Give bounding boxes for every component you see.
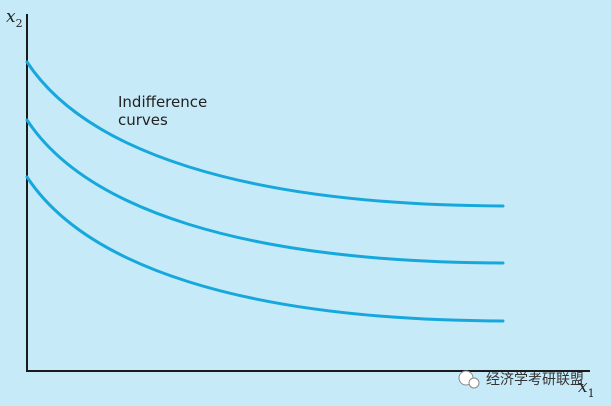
watermark-text: 经济学考研联盟: [486, 372, 584, 388]
indifference-curve: [25, 60, 505, 208]
watermark: 经济学考研联盟: [458, 370, 584, 389]
annotation-line: curves: [118, 111, 168, 129]
axes: [26, 14, 590, 372]
y-axis-label: x2: [6, 7, 23, 30]
y-axis-label-sub: 2: [16, 17, 23, 30]
y-axis-label-base: x: [6, 7, 16, 27]
annotation-line: Indifference: [118, 93, 207, 111]
x-axis-label-sub: 1: [588, 387, 595, 400]
watermark-icon: [468, 377, 480, 389]
indifference-curve: [25, 175, 505, 323]
x-axis-label: x1: [578, 377, 595, 400]
x-axis-label-base: x: [578, 377, 588, 397]
indifference-curve: [25, 118, 505, 265]
